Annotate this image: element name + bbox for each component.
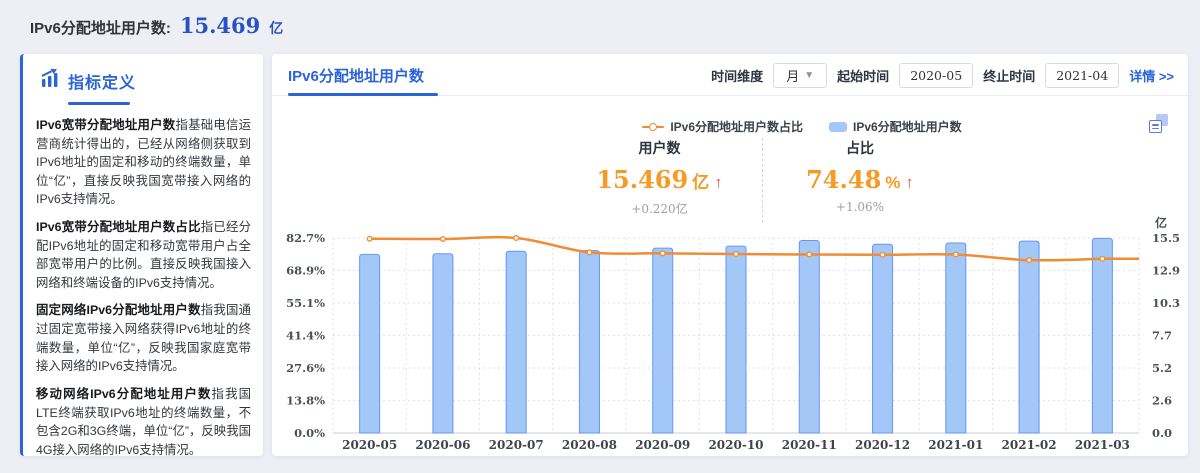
svg-text:27.6%: 27.6% xyxy=(286,361,325,375)
definition-desc: 指基础电信运营商统计得出的，已经从网络侧获取到IPv6地址的固定和移动的终端数量… xyxy=(36,118,251,207)
page-title-value: 15.469 xyxy=(179,13,261,38)
dimension-select[interactable]: 月 ▼ xyxy=(773,63,828,88)
trend-up-icon: ↑ xyxy=(905,173,914,192)
stat-label: 用户数 xyxy=(638,140,681,156)
svg-text:55.1%: 55.1% xyxy=(286,296,325,310)
svg-text:2020-06: 2020-06 xyxy=(415,438,470,452)
tab-bar: IPv6分配地址用户数 xyxy=(272,54,1188,96)
dimension-select-value: 月 xyxy=(786,69,800,84)
svg-text:2.6: 2.6 xyxy=(1152,394,1172,408)
svg-text:亿: 亿 xyxy=(1155,215,1167,230)
legend-item-users[interactable]: IPv6分配地址用户数 xyxy=(829,118,962,135)
page-title-unit: 亿 xyxy=(269,20,284,36)
svg-text:13.8%: 13.8% xyxy=(286,394,325,408)
svg-text:10.3: 10.3 xyxy=(1152,296,1180,310)
indicator-definitions-panel: 指标定义 IPv6宽带分配地址用户数指基础电信运营商统计得出的，已经从网络侧获取… xyxy=(20,54,263,459)
svg-text:68.9%: 68.9% xyxy=(286,264,325,278)
svg-text:2021-02: 2021-02 xyxy=(1002,438,1057,452)
svg-text:2020-05: 2020-05 xyxy=(342,438,397,452)
svg-text:0.0: 0.0 xyxy=(1152,426,1172,440)
svg-text:2020-08: 2020-08 xyxy=(562,438,617,452)
svg-text:2021-01: 2021-01 xyxy=(928,438,983,452)
svg-text:0.0%: 0.0% xyxy=(294,426,325,440)
definition-term: IPv6宽带分配地址用户数 xyxy=(36,118,176,132)
stat-value: 15.469 xyxy=(596,165,689,194)
definition-desc: 指我国LTE终端获取IPv6地址的终端数量，不包含2G和3G终端，单位“亿”，反… xyxy=(36,386,251,457)
chevron-down-icon: ▼ xyxy=(804,70,815,81)
definition-desc: 指已经分配IPv6地址的固定和移动宽带用户占全部宽带用户的比例。直接反映我国接入… xyxy=(36,220,251,290)
tab-ipv6-users[interactable]: IPv6分配地址用户数 xyxy=(288,68,424,85)
stat-users: 用户数 15.469 亿 ↑ +0.220亿 xyxy=(557,138,763,223)
stat-ratio: 占比 74.48% ↑ +1.06% xyxy=(763,138,957,223)
detail-link[interactable]: 详情 >> xyxy=(1129,69,1174,84)
legend-label: IPv6分配地址用户数 xyxy=(853,120,962,134)
chart-panel: IPv6分配地址用户数 时间维度 月 ▼ 起始时间 终止时间 详情 >> IPv… xyxy=(272,54,1188,456)
bar-chart-icon xyxy=(40,68,60,93)
svg-text:2020-10: 2020-10 xyxy=(708,438,763,452)
svg-text:15.5: 15.5 xyxy=(1152,231,1180,245)
end-time-input[interactable] xyxy=(1045,63,1120,88)
svg-text:2020-07: 2020-07 xyxy=(489,438,544,452)
legend-label: IPv6分配地址用户数占比 xyxy=(670,120,803,134)
stat-label: 占比 xyxy=(846,140,874,156)
data-view-icon[interactable] xyxy=(1149,114,1168,133)
stat-delta: +0.220亿 xyxy=(631,202,688,216)
end-time-label: 终止时间 xyxy=(983,69,1036,84)
page-title: IPv6分配地址用户数: 15.469 亿 xyxy=(30,13,283,38)
page-title-label: IPv6分配地址用户数: xyxy=(30,20,171,37)
chart-canvas: 82.7% 68.9% 55.1% 41.4% 27.6% 13.8% 0.0% 15.5 12… xyxy=(286,215,1180,452)
definition-item: IPv6宽带分配地址用户数占比指已经分配IPv6地址的固定和移动宽带用户占全部宽… xyxy=(36,218,251,292)
definition-term: 移动网络IPv6分配地址用户数 xyxy=(36,386,212,401)
svg-text:12.9: 12.9 xyxy=(1152,264,1180,278)
stat-value: 74.48 xyxy=(806,165,882,194)
stats-row: 用户数 15.469 亿 ↑ +0.220亿 占比 74.48% ↑ +1.06% xyxy=(557,138,957,223)
time-controls: 时间维度 月 ▼ 起始时间 终止时间 详情 >> xyxy=(711,63,1174,88)
bar-series-icon xyxy=(829,121,847,132)
definition-item: 固定网络IPv6分配地址用户数指我国通过固定宽带接入网络获得IPv6地址的终端数… xyxy=(36,301,251,375)
svg-text:7.7: 7.7 xyxy=(1152,329,1172,343)
svg-text:2020-11: 2020-11 xyxy=(782,438,837,452)
stat-unit: % xyxy=(885,173,901,192)
definition-desc: 指我国通过固定宽带接入网络获得IPv6地址的终端数量，单位“亿”，反映我国家庭宽… xyxy=(36,303,251,374)
svg-text:2020-12: 2020-12 xyxy=(855,438,910,452)
trend-up-icon: ↑ xyxy=(714,173,723,192)
definition-item: IPv6宽带分配地址用户数指基础电信运营商统计得出的，已经从网络侧获取到IPv6… xyxy=(36,116,251,209)
start-time-label: 起始时间 xyxy=(837,69,890,84)
svg-text:2021-03: 2021-03 xyxy=(1075,438,1130,452)
svg-text:2020-09: 2020-09 xyxy=(635,438,690,452)
definition-term: 固定网络IPv6分配地址用户数 xyxy=(36,303,201,318)
stat-delta: +1.06% xyxy=(835,200,885,214)
stat-unit: 亿 xyxy=(692,173,710,192)
line-series-icon xyxy=(642,122,665,131)
sidebar-title-underline xyxy=(68,102,130,105)
chart-legend: IPv6分配地址用户数占比 IPv6分配地址用户数 xyxy=(572,118,1032,135)
svg-text:82.7%: 82.7% xyxy=(286,231,325,245)
legend-item-ratio[interactable]: IPv6分配地址用户数占比 xyxy=(642,118,803,135)
sidebar-title: 指标定义 xyxy=(68,74,137,92)
svg-text:5.2: 5.2 xyxy=(1152,361,1172,375)
dimension-label: 时间维度 xyxy=(711,69,764,84)
svg-text:41.4%: 41.4% xyxy=(286,329,325,343)
start-time-input[interactable] xyxy=(899,63,974,88)
active-tab-underline xyxy=(288,93,438,96)
definition-item: 移动网络IPv6分配地址用户数指我国LTE终端获取IPv6地址的终端数量，不包含… xyxy=(36,385,251,459)
definition-term: IPv6宽带分配地址用户数占比 xyxy=(36,220,201,235)
